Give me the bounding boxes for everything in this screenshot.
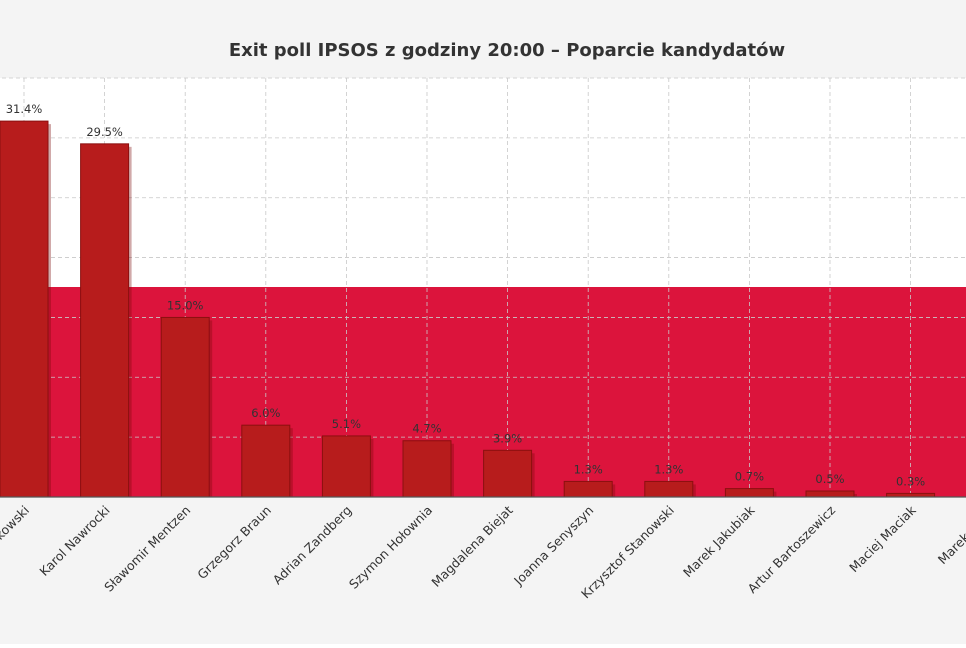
bar <box>0 120 49 498</box>
flag-white-band <box>0 78 966 287</box>
bar-value-label: 1.3% <box>574 462 603 476</box>
bar <box>644 480 694 498</box>
bar-value-label: 0.3% <box>896 474 925 488</box>
bar-value-label: 4.7% <box>412 422 441 436</box>
bar <box>160 316 210 498</box>
chart-title: Exit poll IPSOS z godziny 20:00 – Poparc… <box>229 40 785 61</box>
bar-value-label: 6.0% <box>251 406 280 420</box>
bar <box>805 490 855 498</box>
bar-value-label: 29.5% <box>86 125 123 139</box>
bar <box>321 435 371 498</box>
bar-value-label: 15.0% <box>167 298 204 312</box>
bar-value-label: 31.4% <box>6 102 43 116</box>
bar <box>724 488 774 498</box>
bar <box>563 480 613 498</box>
bar-value-label: 0.5% <box>815 472 844 486</box>
bar <box>483 449 533 498</box>
bar <box>80 143 130 498</box>
flag-red-band <box>0 287 966 497</box>
bar-value-label: 0.7% <box>735 470 764 484</box>
bar-value-label: 3.9% <box>493 431 522 445</box>
bar-value-label: 1.3% <box>654 462 683 476</box>
bar-value-label: 5.1% <box>332 417 361 431</box>
bar <box>241 424 291 498</box>
bar <box>402 440 452 498</box>
plot-area: 31.4%Rafał Trzaskowski29.5%Karol Nawrock… <box>0 77 966 601</box>
